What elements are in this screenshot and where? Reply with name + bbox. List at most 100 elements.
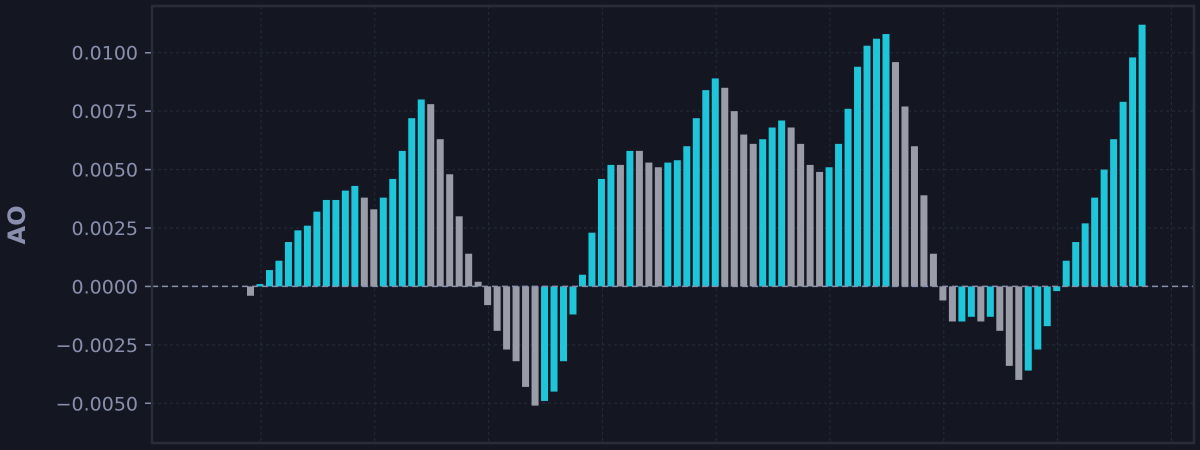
histogram-bar (550, 286, 558, 392)
histogram-bar (948, 286, 956, 322)
histogram-bar (816, 171, 824, 287)
y-tick-label: −0.0050 (56, 393, 138, 415)
histogram-bar (341, 190, 349, 287)
histogram-bar (891, 62, 899, 287)
histogram-bar (635, 150, 643, 287)
y-axis-ticks: 0.0100 0.0075 0.0050 0.0025 0.0000 −0.0025 −0.… (56, 43, 152, 415)
histogram-bar (484, 286, 492, 306)
histogram-bar (379, 197, 387, 287)
y-tick-label: 0.0075 (72, 101, 138, 123)
histogram-bar (721, 87, 729, 287)
histogram-bar (578, 274, 586, 287)
histogram-bar (560, 286, 568, 362)
histogram-bar (835, 143, 843, 287)
histogram-bar (1043, 286, 1051, 327)
histogram-bar (768, 127, 776, 287)
histogram-bar (759, 139, 767, 287)
histogram-bars (247, 24, 1146, 406)
histogram-bar (740, 134, 748, 287)
histogram-bar (1062, 260, 1070, 287)
histogram-bar (427, 104, 435, 287)
histogram-bar (360, 197, 368, 287)
histogram-bar (711, 78, 719, 287)
y-tick-label: −0.0025 (56, 335, 138, 357)
histogram-bar (493, 286, 501, 331)
histogram-bar (332, 199, 340, 287)
histogram-bar (929, 253, 937, 287)
y-tick-label: 0.0100 (72, 43, 138, 65)
histogram-bar (1005, 286, 1013, 366)
histogram-bar (389, 178, 397, 287)
histogram-bar (1110, 139, 1118, 287)
histogram-bar (1091, 197, 1099, 287)
histogram-bar (474, 281, 482, 287)
histogram-bar (996, 286, 1004, 331)
histogram-bar (512, 286, 520, 362)
histogram-bar (284, 242, 292, 287)
histogram-bar (436, 139, 444, 287)
histogram-bar (730, 111, 738, 287)
histogram-bar (806, 164, 814, 287)
histogram-bar (863, 45, 871, 287)
histogram-bar (1100, 169, 1108, 287)
plot-background (152, 6, 1194, 443)
histogram-bar (654, 167, 662, 287)
histogram-bar (920, 195, 928, 287)
histogram-bar (844, 108, 852, 287)
histogram-bar (664, 162, 672, 287)
histogram-bar (787, 127, 795, 287)
histogram-bar (1024, 286, 1032, 371)
histogram-bar (1034, 286, 1042, 350)
histogram-bar (370, 209, 378, 287)
histogram-bar (465, 253, 473, 287)
histogram-bar (351, 185, 359, 287)
histogram-bar (313, 211, 321, 287)
histogram-bar (541, 286, 549, 401)
y-tick-label: 0.0000 (72, 276, 138, 298)
histogram-bar (398, 150, 406, 287)
histogram-bar (825, 167, 833, 287)
histogram-bar (778, 120, 786, 287)
histogram-bar (854, 66, 862, 287)
histogram-bar (1072, 242, 1080, 287)
histogram-bar (1015, 286, 1023, 380)
y-tick-label: 0.0050 (72, 160, 138, 182)
histogram-bar (626, 150, 634, 287)
histogram-bar (522, 286, 530, 387)
histogram-bar (531, 286, 539, 406)
histogram-bar (503, 286, 511, 350)
histogram-bar (986, 286, 994, 317)
y-tick-label: 0.0025 (72, 218, 138, 240)
histogram-bar (645, 162, 653, 287)
histogram-bar (275, 260, 283, 287)
histogram-bar (910, 146, 918, 287)
histogram-bar (873, 38, 881, 287)
histogram-bar (749, 143, 757, 287)
plot-frame (150, 4, 1196, 445)
histogram-bar (455, 216, 463, 287)
histogram-bar (673, 160, 681, 287)
histogram-bar (294, 230, 302, 287)
histogram-bar (692, 118, 700, 287)
histogram-bar (417, 99, 425, 287)
histogram-bar (1129, 57, 1137, 287)
histogram-bar (265, 270, 273, 287)
histogram-bar (882, 34, 890, 287)
histogram-bar (1053, 286, 1061, 292)
histogram-bar (597, 178, 605, 287)
histogram-bar (569, 286, 577, 315)
histogram-bar (408, 118, 416, 287)
histogram-bar (256, 284, 264, 287)
histogram-bar (977, 286, 985, 322)
histogram-bar (683, 146, 691, 287)
histogram-bar (247, 286, 254, 296)
histogram-bar (607, 164, 615, 287)
histogram-bar (1138, 24, 1146, 287)
histogram-bar (797, 143, 805, 287)
histogram-bar (939, 286, 947, 301)
histogram-bar (958, 286, 966, 322)
histogram-bar (588, 232, 596, 287)
histogram-bar (967, 286, 975, 317)
histogram-bar (1081, 223, 1089, 287)
